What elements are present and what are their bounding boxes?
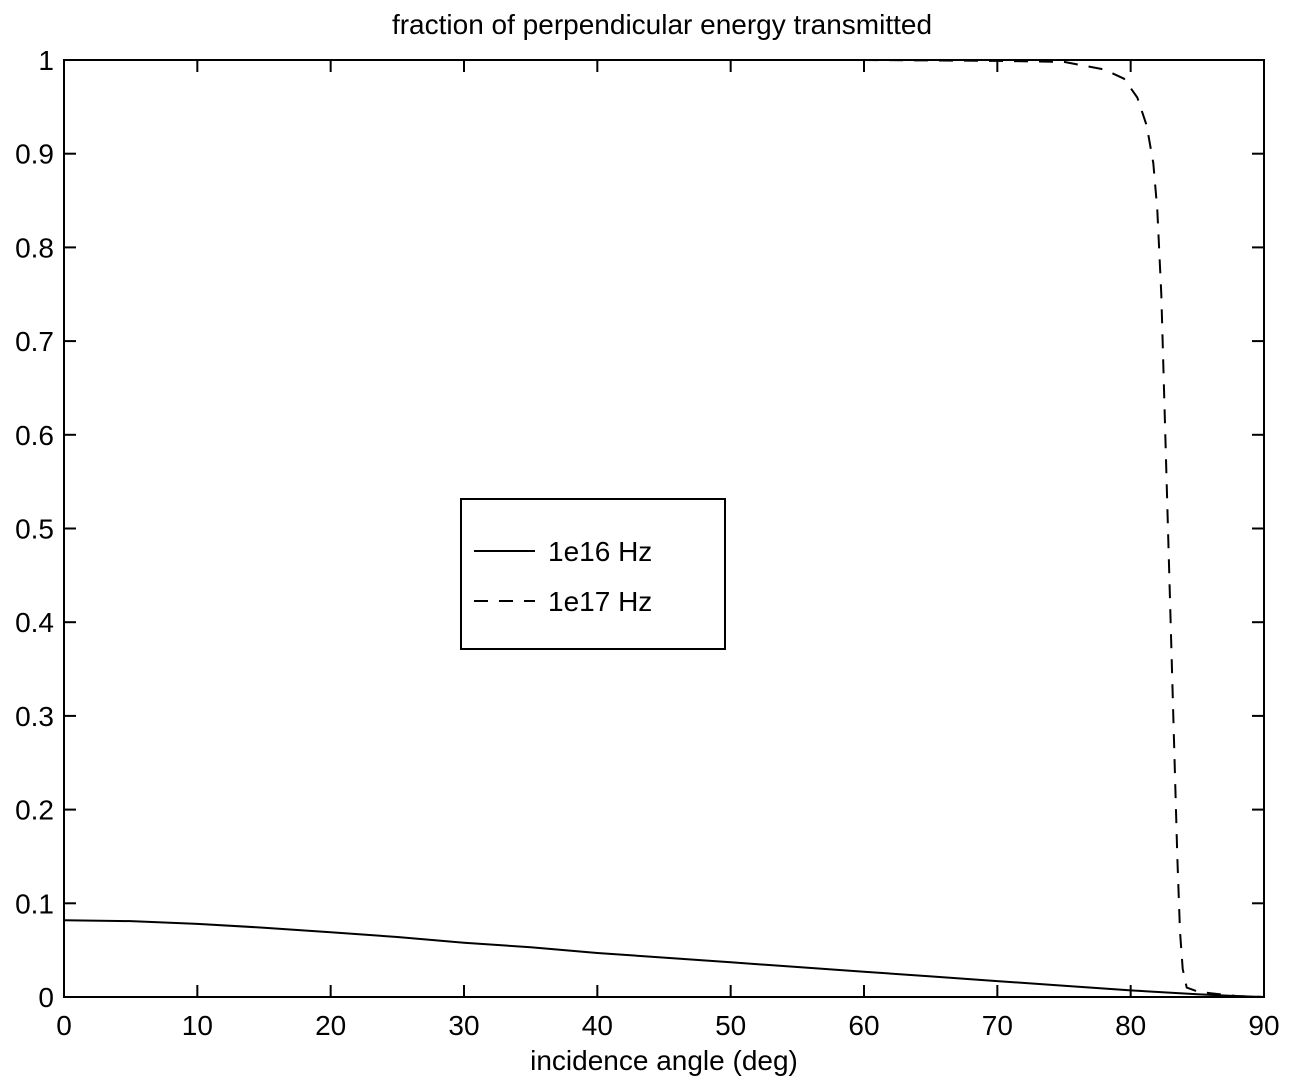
x-axis-label: incidence angle (deg) <box>530 1045 798 1076</box>
x-tick-label: 60 <box>848 1010 879 1041</box>
series-line-1e16-hz <box>63 919 1265 998</box>
x-tick-label: 80 <box>1115 1010 1146 1041</box>
y-tick-label: 0.9 <box>15 139 54 170</box>
x-tick-label: 20 <box>315 1010 346 1041</box>
y-tick-label: 0.5 <box>15 514 54 545</box>
chart-title: fraction of perpendicular energy transmi… <box>392 9 932 40</box>
legend-box <box>460 498 726 650</box>
y-tick-label: 0.1 <box>15 888 54 919</box>
x-tick-label: 30 <box>448 1010 479 1041</box>
y-tick-label: 0.3 <box>15 701 54 732</box>
x-tick-label: 50 <box>715 1010 746 1041</box>
legend-label-1e17-hz: 1e17 Hz <box>548 586 652 617</box>
legend: 1e16 Hz 1e17 Hz <box>460 498 726 650</box>
y-tick-label: 0.6 <box>15 420 54 451</box>
y-tick-label: 0.7 <box>15 326 54 357</box>
legend-label-1e16-hz: 1e16 Hz <box>548 536 652 567</box>
x-tick-label: 90 <box>1248 1010 1279 1041</box>
x-tick-label: 40 <box>582 1010 613 1041</box>
y-tick-label: 1 <box>38 45 54 76</box>
y-tick-label: 0 <box>38 982 54 1013</box>
y-tick-label: 0.8 <box>15 232 54 263</box>
x-tick-label: 70 <box>982 1010 1013 1041</box>
y-tick-label: 0.2 <box>15 795 54 826</box>
x-tick-label: 10 <box>182 1010 213 1041</box>
x-axis-ticks: 0 10 20 30 40 50 60 70 80 90 <box>56 60 1280 1041</box>
x-tick-label: 0 <box>56 1010 72 1041</box>
y-axis-ticks: 0 0.1 0.2 0.3 0.4 0.5 0.6 0.7 0.8 0.9 1 <box>15 45 1264 1013</box>
y-tick-label: 0.4 <box>15 607 54 638</box>
